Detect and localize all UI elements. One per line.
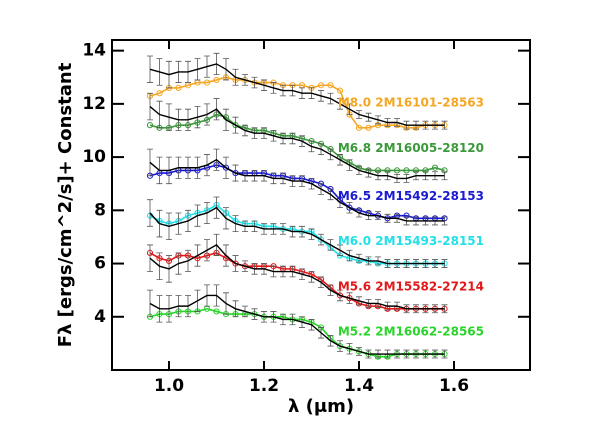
data-point	[393, 167, 401, 174]
x-tick-label: 1.4	[344, 376, 374, 396]
data-point	[336, 87, 344, 94]
series	[147, 92, 448, 183]
series-label: M5.6 2M15582-27214	[338, 279, 484, 293]
error-bar	[147, 244, 153, 272]
series	[147, 233, 448, 314]
series-label: M6.0 2M15493-28151	[338, 234, 484, 248]
series-line	[149, 294, 445, 355]
data-point	[365, 124, 372, 131]
series-line	[149, 252, 445, 310]
x-tick-label: 1.0	[154, 376, 184, 396]
series-label: M6.5 2M15492-28153	[338, 189, 484, 203]
x-tick-label: 1.2	[249, 376, 279, 396]
series	[147, 284, 448, 359]
y-tick-label: 14	[82, 41, 106, 61]
data-point	[156, 90, 163, 97]
data-point	[327, 82, 334, 89]
error-bar	[147, 148, 153, 177]
x-axis-label: λ (μm)	[288, 396, 354, 417]
series-line	[149, 105, 445, 180]
data-point	[213, 308, 220, 315]
data-point	[175, 84, 182, 92]
series-line	[149, 164, 445, 220]
x-tick-label: 1.6	[439, 376, 469, 396]
series-line	[149, 63, 445, 126]
series	[147, 196, 448, 268]
series-line	[149, 113, 445, 172]
y-tick-label: 4	[94, 307, 106, 327]
data-point	[355, 124, 363, 131]
series-label: M5.2 2M16062-28565	[338, 325, 484, 339]
plot-area	[146, 52, 448, 360]
series-line	[149, 76, 445, 129]
series-label: M8.0 2M16101-28563	[338, 96, 484, 110]
y-tick-label: 10	[82, 147, 106, 167]
series-line	[149, 158, 445, 222]
series-label: M6.8 2M16005-28120	[338, 141, 484, 155]
series	[147, 52, 448, 130]
series-line	[149, 244, 445, 310]
y-axis-label: Fλ [ergs/cm^2/s]+ Constant	[55, 62, 76, 347]
data-point	[146, 122, 154, 129]
y-tick-label: 8	[94, 200, 106, 220]
series-line	[149, 206, 445, 265]
data-point	[213, 76, 220, 84]
y-tick-label: 6	[94, 254, 106, 274]
series	[147, 148, 448, 226]
data-point	[317, 82, 325, 89]
data-point	[403, 167, 410, 174]
data-point	[203, 79, 211, 86]
plot-frame	[111, 39, 531, 371]
error-bar	[147, 289, 153, 318]
y-tick-label: 12	[82, 94, 106, 114]
data-point	[431, 164, 439, 171]
